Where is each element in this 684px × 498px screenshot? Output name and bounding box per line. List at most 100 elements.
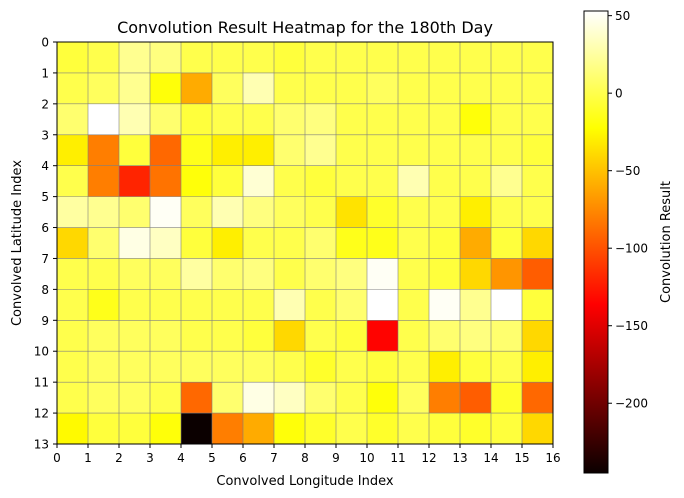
x-tick-label: 8 [301, 451, 309, 465]
heatmap-cell [119, 196, 151, 228]
heatmap-cell [398, 413, 430, 445]
heatmap-cell [398, 227, 430, 259]
heatmap-cell [212, 103, 244, 136]
heatmap-cell [57, 42, 89, 74]
y-tick-label: 1 [41, 66, 49, 80]
heatmap-cell [88, 42, 120, 74]
heatmap-cell [491, 42, 523, 74]
heatmap-cell [305, 382, 337, 414]
heatmap-cell [212, 227, 244, 259]
heatmap-cell [305, 320, 337, 352]
x-tick-label: 11 [390, 451, 405, 465]
heatmap-cell [88, 103, 120, 136]
heatmap-cell [460, 382, 492, 414]
y-tick-label: 11 [34, 376, 49, 390]
x-tick-label: 4 [177, 451, 185, 465]
heatmap-cell [367, 320, 399, 352]
heatmap-cell [274, 289, 306, 321]
heatmap-cell [491, 320, 523, 352]
heatmap-cell [305, 72, 337, 105]
heatmap-cell [429, 103, 461, 136]
heatmap-cell [460, 134, 492, 166]
heatmap-cell [522, 227, 554, 259]
heatmap-cell [150, 227, 182, 259]
heatmap-cell [57, 413, 89, 445]
heatmap-cell [460, 351, 492, 383]
colorbar-label: Convolution Result [659, 181, 674, 303]
heatmap-cell [150, 351, 182, 383]
heatmap-cell [150, 382, 182, 414]
heatmap-cell [181, 42, 213, 74]
heatmap-cell [336, 351, 368, 383]
heatmap-cell [181, 72, 213, 105]
heatmap-cell [181, 382, 213, 414]
heatmap-cell [212, 382, 244, 414]
heatmap-cell [119, 42, 151, 74]
x-tick-label: 1 [84, 451, 92, 465]
heatmap-cell [88, 320, 120, 352]
heatmap-cell [150, 289, 182, 321]
colorbar-tick-label: 0 [615, 87, 623, 101]
heatmap-cell [181, 196, 213, 228]
heatmap-cell [150, 413, 182, 445]
heatmap-cell [460, 165, 492, 197]
x-axis: 0 1 2 3 4 5 6 7 8 9 10 11 12 13 14 15 16 [53, 444, 561, 465]
heatmap-cell [243, 72, 275, 105]
heatmap-cell [367, 196, 399, 228]
heatmap-cell [181, 165, 213, 197]
heatmap-cell [336, 382, 368, 414]
heatmap-cell [305, 196, 337, 228]
heatmap-cell [367, 103, 399, 136]
heatmap-cell [522, 42, 554, 74]
heatmap-cell [398, 103, 430, 136]
heatmap-cell [305, 413, 337, 445]
heatmap-cell [274, 382, 306, 414]
heatmap-cell [522, 72, 554, 105]
heatmap-cell [243, 42, 275, 74]
heatmap-cell [398, 165, 430, 197]
heatmap-cell [305, 258, 337, 290]
heatmap-cell [274, 72, 306, 105]
heatmap-cell [460, 72, 492, 105]
heatmap-cell [57, 196, 89, 228]
heatmap-cell [119, 351, 151, 383]
heatmap-cell [429, 289, 461, 321]
heatmap-cell [491, 196, 523, 228]
heatmap-cell [150, 165, 182, 197]
heatmap-cell [88, 72, 120, 105]
heatmap-cell [398, 196, 430, 228]
heatmap-cell [398, 42, 430, 74]
heatmap-cell [522, 165, 554, 197]
heatmap-cell [88, 227, 120, 259]
heatmap-cell [429, 351, 461, 383]
heatmap-cell [119, 165, 151, 197]
heatmap-cell [150, 103, 182, 136]
heatmap-cell [150, 196, 182, 228]
heatmap-cell [119, 227, 151, 259]
heatmap-cell [522, 258, 554, 290]
heatmap-cell [367, 42, 399, 74]
heatmap-cell [305, 227, 337, 259]
heatmap-cell [57, 289, 89, 321]
heatmap-cell [88, 165, 120, 197]
colorbar-tick-label: −150 [615, 319, 648, 333]
heatmap-cell [336, 134, 368, 166]
heatmap-cell [398, 320, 430, 352]
heatmap-cell [243, 196, 275, 228]
heatmap-cell [212, 351, 244, 383]
heatmap-cell [88, 382, 120, 414]
heatmap-cell [491, 165, 523, 197]
heatmap-cell [522, 134, 554, 166]
heatmap-cell [367, 165, 399, 197]
heatmap-cell [150, 134, 182, 166]
heatmap-cell [305, 165, 337, 197]
heatmap-cell [305, 103, 337, 136]
colorbar-tick-label: 50 [615, 9, 630, 23]
heatmap-cell [274, 165, 306, 197]
heatmap-cells [57, 42, 554, 445]
heatmap-cell [398, 72, 430, 105]
heatmap-cell [491, 413, 523, 445]
heatmap-cell [491, 227, 523, 259]
heatmap-cell [181, 413, 213, 445]
